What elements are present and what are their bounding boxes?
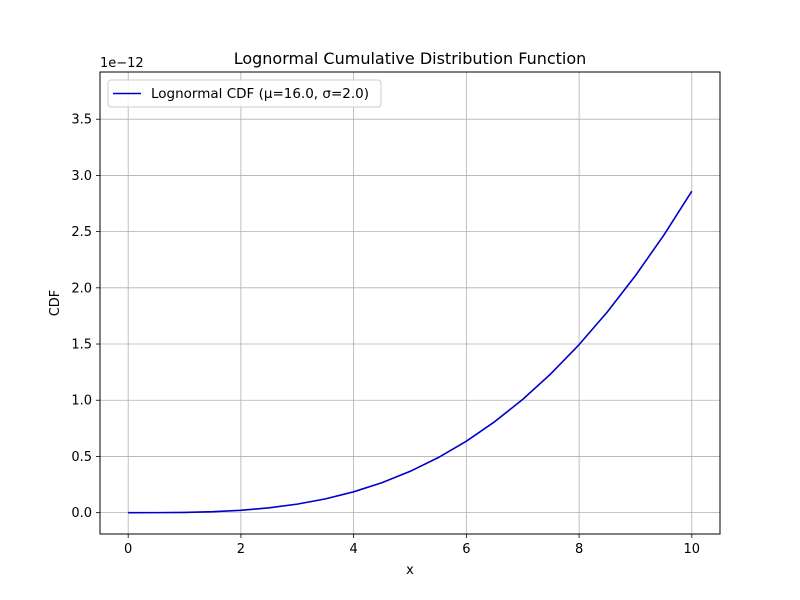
legend-box xyxy=(107,79,382,108)
x-tick-label: 8 xyxy=(575,542,583,557)
y-axis-scale-label: 1e−12 xyxy=(100,56,144,71)
y-tick-label: 1.0 xyxy=(71,394,92,409)
x-tick-label: 4 xyxy=(349,542,357,557)
grid xyxy=(100,72,720,534)
series-layer xyxy=(128,190,693,514)
y-tick-label: 2.0 xyxy=(71,281,92,296)
chart-title: Lognormal Cumulative Distribution Functi… xyxy=(234,49,587,68)
y-axis-ticks: 0.0 0.5 1.0 1.5 2.0 2.5 3.0 3.5 xyxy=(71,113,100,521)
y-tick-label: 1.5 xyxy=(71,338,92,353)
x-tick-label: 0 xyxy=(124,542,132,557)
legend-label: Lognormal CDF (μ=16.0, σ=2.0) xyxy=(151,86,369,102)
legend: Lognormal CDF (μ=16.0, σ=2.0) xyxy=(107,79,382,108)
x-axis-label: x xyxy=(406,563,414,578)
y-tick-label: 2.5 xyxy=(71,225,92,240)
x-tick-label: 10 xyxy=(684,542,701,557)
y-tick-label: 0.5 xyxy=(71,450,92,465)
x-tick-label: 2 xyxy=(237,542,245,557)
y-tick-label: 3.5 xyxy=(71,113,92,128)
x-axis-ticks: 0 2 4 6 8 10 xyxy=(124,534,700,557)
y-axis-label: CDF xyxy=(48,290,63,317)
x-tick-label: 6 xyxy=(462,542,470,557)
y-tick-label: 3.0 xyxy=(71,169,92,184)
y-tick-label: 0.0 xyxy=(71,506,92,521)
series-line xyxy=(128,190,693,514)
plot-frame xyxy=(99,71,721,535)
